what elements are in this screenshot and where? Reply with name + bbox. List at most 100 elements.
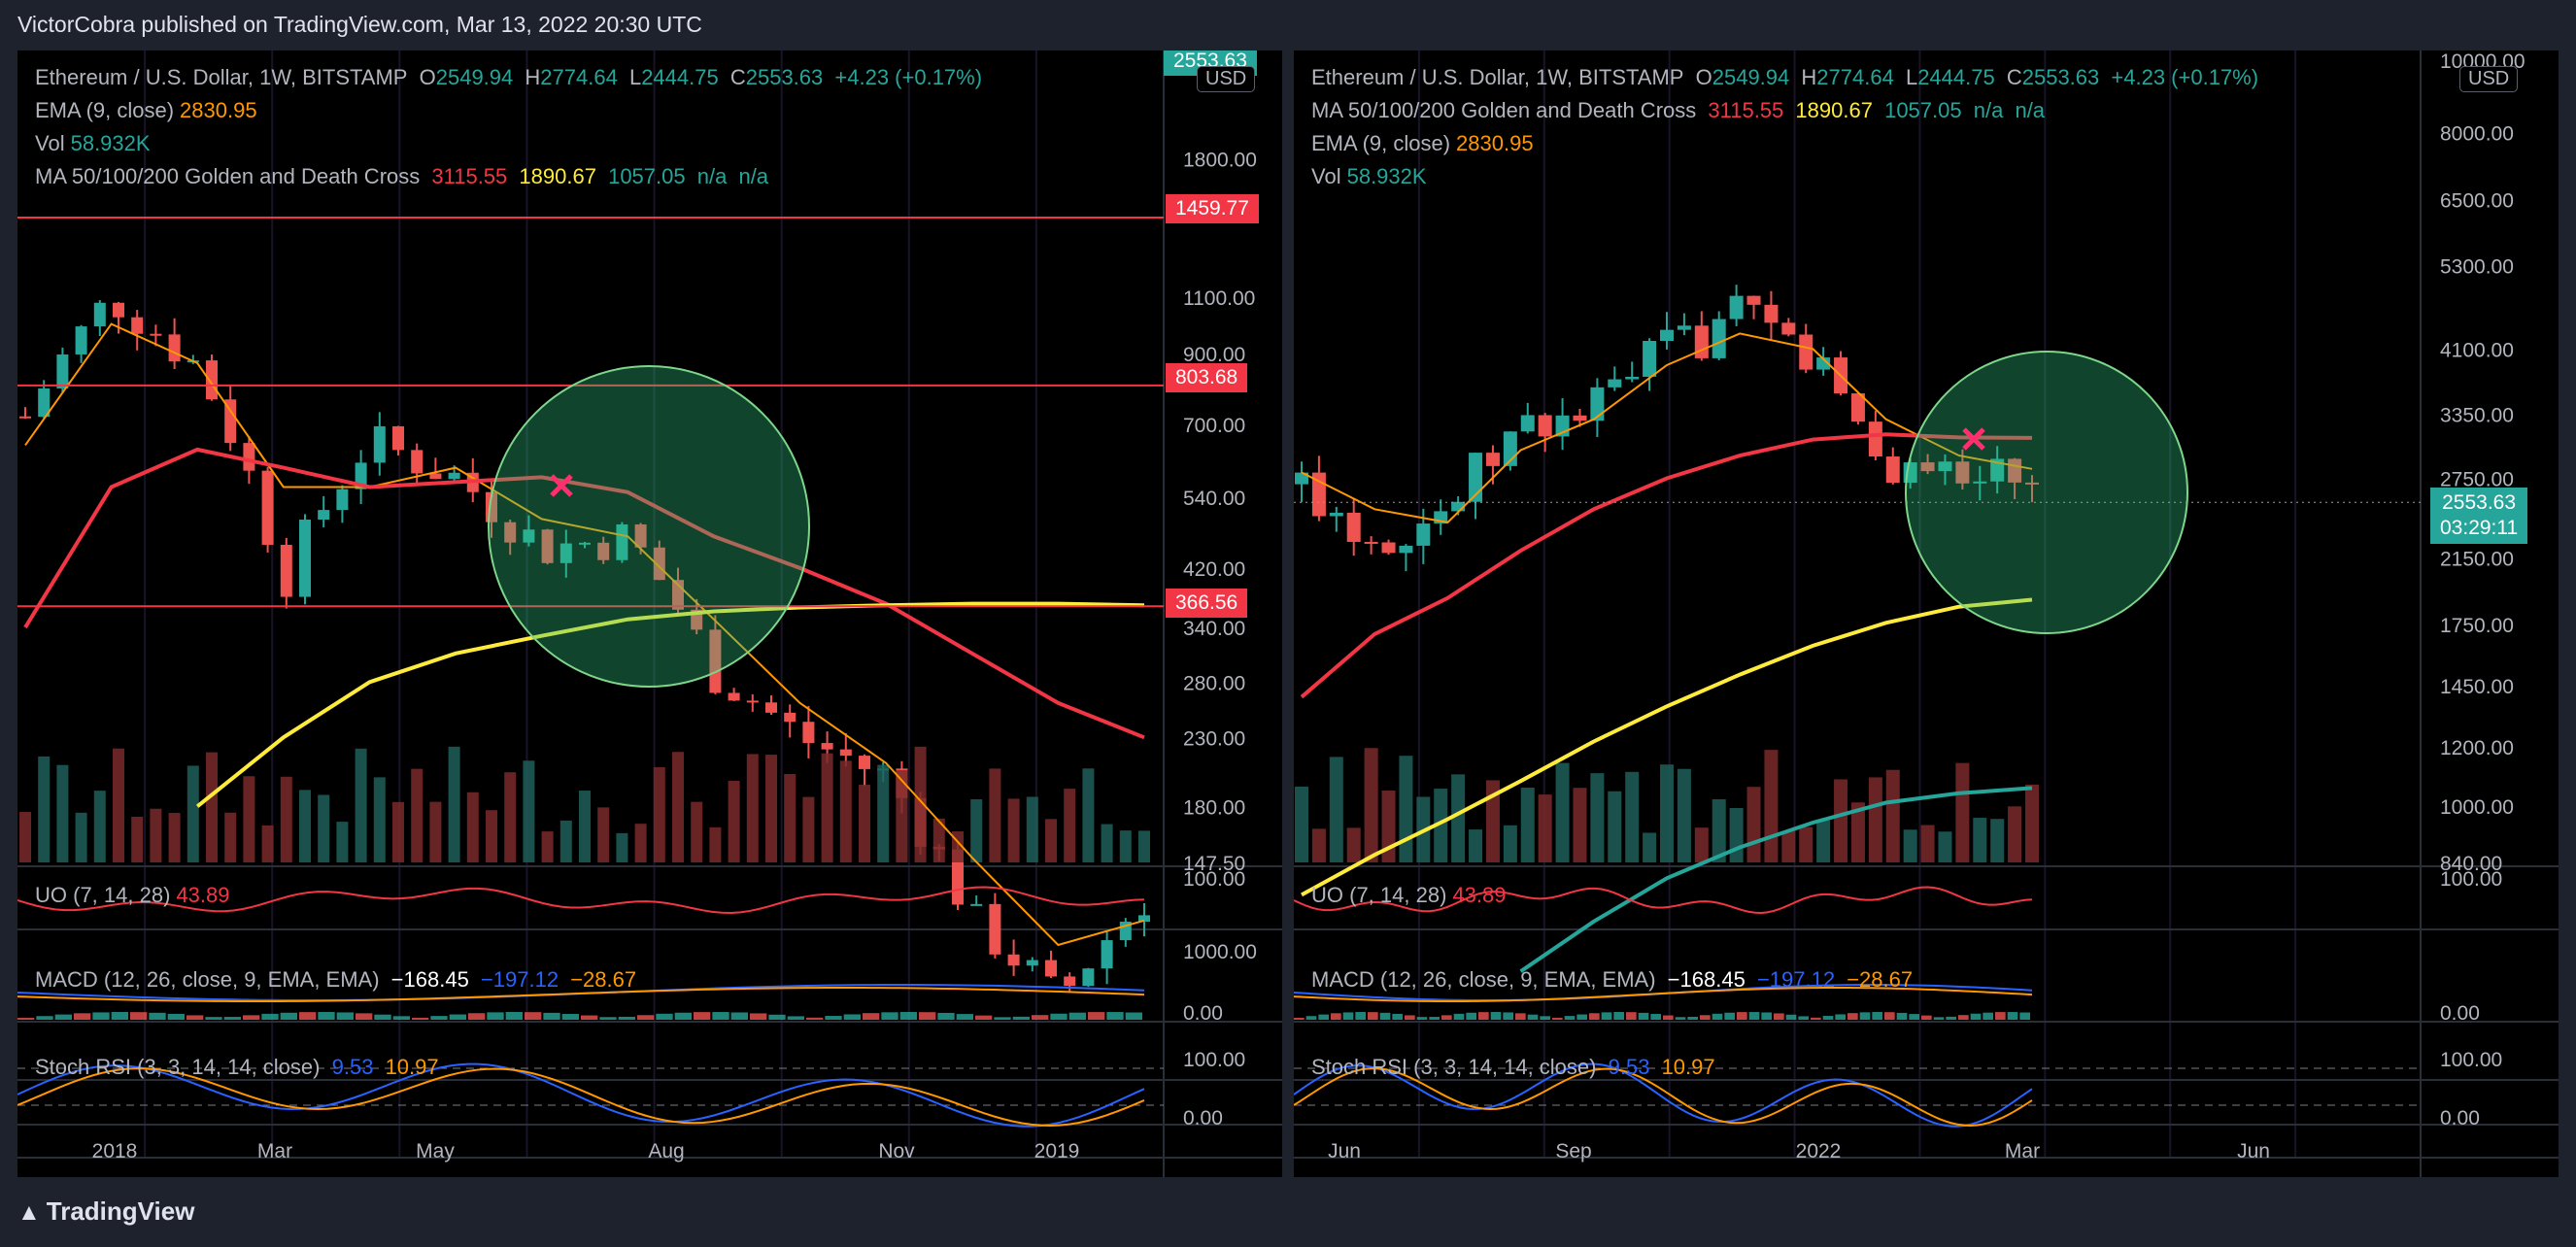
legend-ema-row[interactable]: EMA (9, close) 2830.95 xyxy=(1311,131,1534,155)
macd-hist-bar xyxy=(1540,1016,1550,1020)
candle-body xyxy=(56,354,69,389)
macd-hist-bar xyxy=(1068,1012,1086,1020)
volume-bar xyxy=(1295,786,1308,862)
macd-hist-bar xyxy=(487,1012,504,1020)
stoch-tick-label: 100.00 xyxy=(1183,1049,1245,1071)
chart-canvas-left[interactable]: 1800.00 1100.00 900.00 700.00 540.00 420.00 34… xyxy=(17,51,1282,1177)
volume-bar xyxy=(1045,819,1057,862)
candle-body xyxy=(224,399,237,444)
legend-stoch-row[interactable]: Stoch RSI (3, 3, 14, 14, close) 9.53 10.… xyxy=(1311,1055,1715,1079)
death-cross-marker xyxy=(1962,427,1985,451)
candle-body xyxy=(168,334,181,362)
currency-toggle[interactable]: USD xyxy=(1197,66,1256,92)
macd-hist-bar xyxy=(243,1015,260,1020)
macd-hist-bar xyxy=(1527,1014,1539,1020)
candle-body xyxy=(746,700,759,703)
legend-close: 2553.63 xyxy=(2021,65,2100,89)
macd-hist-bar xyxy=(1012,1016,1030,1020)
volume-bar xyxy=(1660,764,1674,862)
macd-hist-bar xyxy=(899,1012,917,1020)
price-tick-label: 540.00 xyxy=(1183,488,1245,510)
candle-body xyxy=(113,302,124,318)
volume-bar xyxy=(131,816,144,862)
macd-hist-bar xyxy=(750,1013,767,1020)
candle-body xyxy=(1416,523,1431,546)
volume-bar xyxy=(1885,769,1900,862)
volume-bar xyxy=(206,752,218,862)
volume-bar xyxy=(336,822,349,862)
candle-body xyxy=(1101,940,1113,969)
price-tick-label: 1100.00 xyxy=(1183,287,1255,310)
legend-uo-row[interactable]: UO (7, 14, 28) 43.89 xyxy=(35,883,230,907)
volume-bar xyxy=(691,801,703,862)
chart-panel-right[interactable]: 10000.00 8000.00 6500.00 5300.00 4100.00 3350… xyxy=(1294,51,2559,1177)
legend-vol-row[interactable]: Vol 58.932K xyxy=(1311,164,1427,188)
volume-bar xyxy=(1101,824,1113,862)
volume-bar xyxy=(261,825,274,862)
legend-ma-row[interactable]: MA 50/100/200 Golden and Death Cross 311… xyxy=(35,164,769,188)
legend-macd-row[interactable]: MACD (12, 26, close, 9, EMA, EMA) −168.4… xyxy=(35,967,637,992)
legend-vol-row[interactable]: Vol 58.932K xyxy=(35,131,151,155)
volume-bar xyxy=(280,776,292,862)
time-tick-label: Aug xyxy=(648,1140,684,1163)
chart-panel-left[interactable]: 1800.00 1100.00 900.00 700.00 540.00 420.00 34… xyxy=(17,51,1282,1177)
legend-low: 2444.75 xyxy=(1917,65,1995,89)
legend-uo-row[interactable]: UO (7, 14, 28) 43.89 xyxy=(1311,883,1507,907)
uo-line xyxy=(17,886,1145,914)
price-tick-label: 1800.00 xyxy=(1183,149,1257,171)
candle-body xyxy=(1920,462,1935,472)
volume-bar xyxy=(1119,830,1132,862)
candle-body xyxy=(1677,325,1691,330)
macd-tick-label: 0.00 xyxy=(1183,1002,1223,1025)
macd-hist-bar xyxy=(1576,1014,1587,1020)
legend-stoch-d: 10.97 xyxy=(385,1055,439,1079)
candle-body xyxy=(1955,461,1970,484)
volume-bar xyxy=(1064,789,1076,862)
time-tick-label: Mar xyxy=(257,1140,292,1163)
volume-bar xyxy=(821,753,833,862)
candle-body xyxy=(93,302,106,327)
legend-stoch-row[interactable]: Stoch RSI (3, 3, 14, 14, close) 9.53 10.… xyxy=(35,1055,439,1079)
candle-body xyxy=(541,529,554,563)
candle-body xyxy=(1399,545,1413,554)
volume-bar xyxy=(429,801,442,862)
legend-symbol-row: Ethereum / U.S. Dollar, 1W, BITSTAMP O25… xyxy=(1311,65,2259,89)
highlight-circle xyxy=(488,365,810,688)
macd-hist-bar xyxy=(1896,1012,1908,1020)
legend-ema-row[interactable]: EMA (9, close) 2830.95 xyxy=(35,98,257,122)
macd-hist-bar xyxy=(1626,1012,1637,1020)
ma200-line xyxy=(1519,786,2033,973)
legend-macd-row[interactable]: MACD (12, 26, close, 9, EMA, EMA) −168.4… xyxy=(1311,967,1914,992)
macd-hist-bar xyxy=(656,1013,673,1020)
volume-bar xyxy=(224,812,237,862)
volume-bar xyxy=(93,791,106,862)
volume-bar xyxy=(1311,828,1326,862)
candle-body xyxy=(821,743,833,750)
volume-bar xyxy=(168,813,181,862)
macd-hist-bar xyxy=(261,1013,279,1020)
candle-body xyxy=(559,543,572,563)
macd-hist-bar xyxy=(1663,1015,1674,1020)
time-tick-label: May xyxy=(416,1140,455,1163)
price-tick-label: 2150.00 xyxy=(2440,549,2514,571)
macd-hist-bar xyxy=(1700,1015,1711,1020)
volume-bar xyxy=(839,760,852,862)
chart-canvas-right[interactable]: 10000.008000.006500.005300.004100.003350… xyxy=(1294,51,2559,1177)
macd-hist-bar xyxy=(167,1013,185,1020)
macd-hist-bar xyxy=(1958,1015,1969,1020)
candle-body xyxy=(1026,960,1038,966)
tradingview-brand[interactable]: ▲ TradingView xyxy=(17,1196,195,1226)
stoch-d-line xyxy=(17,1067,1145,1127)
macd-hist-bar xyxy=(1405,1015,1415,1020)
volume-bar xyxy=(1850,802,1865,862)
volume-bar xyxy=(1469,829,1483,862)
macd-hist-bar xyxy=(1970,1013,1982,1020)
legend-ma-row[interactable]: MA 50/100/200 Golden and Death Cross 311… xyxy=(1311,98,2046,122)
candle-body xyxy=(1781,322,1796,335)
time-tick-label: Sep xyxy=(1555,1140,1591,1163)
candle-body xyxy=(784,712,797,723)
currency-toggle[interactable]: USD xyxy=(2459,66,2519,92)
legend-symbol: Ethereum / U.S. Dollar, 1W, BITSTAMP xyxy=(35,65,408,89)
candle-body xyxy=(38,388,51,418)
macd-hist-bar xyxy=(561,1014,579,1020)
